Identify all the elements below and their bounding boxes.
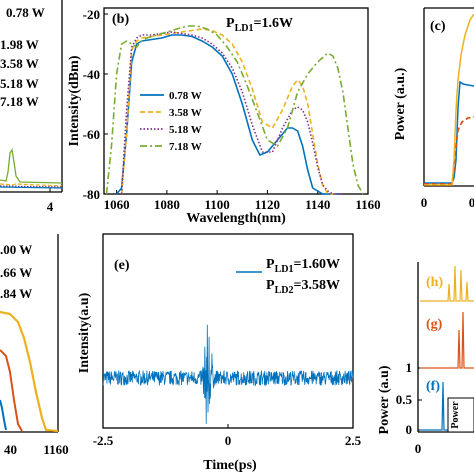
panel-e-annotation-2-p: P — [266, 278, 275, 293]
series-left-top-blue — [0, 186, 63, 189]
panel-c-xtick-0: 0 — [421, 195, 428, 210]
panel-f-inset — [447, 397, 474, 433]
panel-b-annotation-p: P — [226, 16, 235, 31]
panel-e-annotation-2-sub: LD2 — [275, 285, 294, 296]
panel-e-annotation-2: PLD2=3.58W — [266, 278, 340, 296]
panel-c-xtick-1: 0 — [469, 195, 474, 210]
panel-e-xtick-label: 0 — [225, 433, 232, 448]
panel-b-label: (b) — [112, 12, 129, 27]
panel-b-ytick-label: -80 — [83, 187, 100, 202]
xtick-left-bottom-1160: 1160 — [43, 442, 68, 457]
panel-b-xticks: 1060 1080 1100 1120 1140 1160 — [104, 190, 381, 212]
panel-b-series-0 — [115, 34, 338, 195]
panel-c: (c) Power (a.u.) 0 0 — [393, 7, 474, 210]
legend-left-top-1: 1.98 W — [0, 37, 39, 52]
panel-b-annotation-sub: LD1 — [235, 23, 254, 34]
panel-b-series-1 — [120, 28, 338, 195]
panel-c-ylabel: Power (a.u.) — [393, 67, 408, 140]
legend-left-bottom-1: .66 W — [0, 265, 32, 280]
panel-e-trace — [102, 324, 354, 424]
legend-left-top-0: 0.78 W — [6, 5, 45, 20]
panel-e-label: (e) — [114, 258, 130, 273]
panel-b-annotation: PLD1=1.6W — [226, 16, 293, 34]
panel-e-annotation-2-value: =3.58W — [293, 278, 339, 293]
panel-e-xticks: -2.5 0 2.5 — [93, 424, 362, 448]
panel-b-xtick-label: 1160 — [355, 197, 380, 212]
panel-e-xtick-label: 2.5 — [345, 433, 362, 448]
panel-b-series-3 — [105, 25, 364, 195]
panel-b: -20 -40 -60 -80 1060 1080 1100 1120 1140 1160 (b… — [67, 7, 381, 226]
panel-h-trace — [420, 265, 474, 302]
panel-b-series-2 — [120, 31, 343, 195]
panel-b-yticks: -20 -40 -60 -80 — [83, 7, 108, 202]
panel-fgh: 1 0.5 0 0 Power (a.u) (h) (g) (f) Power — [377, 262, 474, 456]
panel-e-xtick-label: -2.5 — [93, 433, 114, 448]
panel-left-top: 4 0.78 W 1.98 W 3.58 W 5.18 W 7.18 W — [0, 0, 63, 214]
panel-e-ylabel: Intensity(a.u) — [77, 292, 92, 373]
panel-b-ylabel: Intensity(dBm) — [67, 55, 82, 146]
legend-left-top-2: 3.58 W — [0, 56, 39, 71]
panel-b-legend-label-2: 5.18 W — [169, 124, 202, 136]
panel-b-ytick-label: -60 — [83, 127, 100, 142]
panel-e-annotation-1: PLD1=1.60W — [266, 257, 340, 275]
panel-h-label: (h) — [426, 275, 443, 290]
panel-f-inset-label: Power — [450, 401, 461, 429]
legend-left-top-4: 7.18 W — [0, 94, 39, 109]
series-left-bottom-yellow — [0, 310, 59, 433]
panel-b-legend: 0.78 W 3.58 W 5.18 W 7.18 W — [140, 90, 202, 153]
panel-fgh-xtick-0: 0 — [415, 441, 422, 456]
panel-b-legend-label-0: 0.78 W — [169, 90, 202, 102]
legend-left-bottom-2: .84 W — [0, 286, 32, 301]
legend-left-top-3: 5.18 W — [0, 76, 39, 91]
panel-b-ytick-label: -20 — [83, 7, 100, 22]
panel-e-annotation-1-p: P — [266, 257, 275, 272]
legend-left-bottom-0: .00 W — [0, 242, 32, 257]
panel-b-annotation-value: =1.6W — [253, 16, 292, 31]
xtick-left-bottom-40: 40 — [4, 442, 17, 457]
series-left-top-yellow — [0, 183, 63, 187]
panel-f-label: (f) — [426, 379, 440, 394]
panel-c-series-yellow — [424, 13, 474, 186]
panel-fgh-ytick-1: 1 — [406, 360, 413, 375]
panel-c-series-red — [424, 116, 474, 185]
panel-b-xtick-label: 1060 — [104, 197, 130, 212]
panel-left-bottom: .00 W .66 W .84 W 40 1160 — [0, 234, 69, 457]
panel-b-frame — [103, 7, 369, 195]
panel-b-xtick-label: 1100 — [204, 197, 229, 212]
panel-b-legend-label-1: 3.58 W — [169, 107, 202, 119]
panel-g-label: (g) — [426, 317, 443, 332]
panel-c-series-blue — [424, 80, 474, 184]
panel-fgh-ytick-0: 0 — [406, 422, 413, 437]
series-left-bottom-red — [0, 349, 23, 432]
series-left-top-purple — [0, 185, 63, 188]
panel-e: -2.5 0 2.5 (e) PLD1=1.60W PLD2=3.58W Time(… — [77, 233, 362, 473]
xtick-left-top-4: 4 — [47, 199, 54, 214]
panel-b-xtick-label: 1120 — [255, 197, 280, 212]
panel-b-xtick-label: 1140 — [305, 197, 330, 212]
panel-e-annotation-1-sub: LD1 — [275, 264, 294, 275]
panel-g-trace — [420, 311, 474, 369]
panel-b-series — [105, 25, 364, 195]
panel-b-legend-label-3: 7.18 W — [169, 141, 202, 153]
panel-fgh-ylabel: Power (a.u) — [377, 365, 392, 434]
panel-b-ytick-label: -40 — [83, 67, 100, 82]
panel-c-label: (c) — [430, 19, 446, 34]
panel-b-xtick-label: 1080 — [154, 197, 180, 212]
series-left-top-green — [0, 148, 63, 184]
panel-b-xlabel: Wavelength(nm) — [186, 211, 286, 226]
panel-e-xlabel: Time(ps) — [203, 458, 257, 473]
panel-fgh-ytick-05: 0.5 — [396, 392, 413, 407]
series-left-bottom-blue — [0, 399, 7, 431]
panel-e-annotation-1-value: =1.60W — [293, 257, 339, 272]
